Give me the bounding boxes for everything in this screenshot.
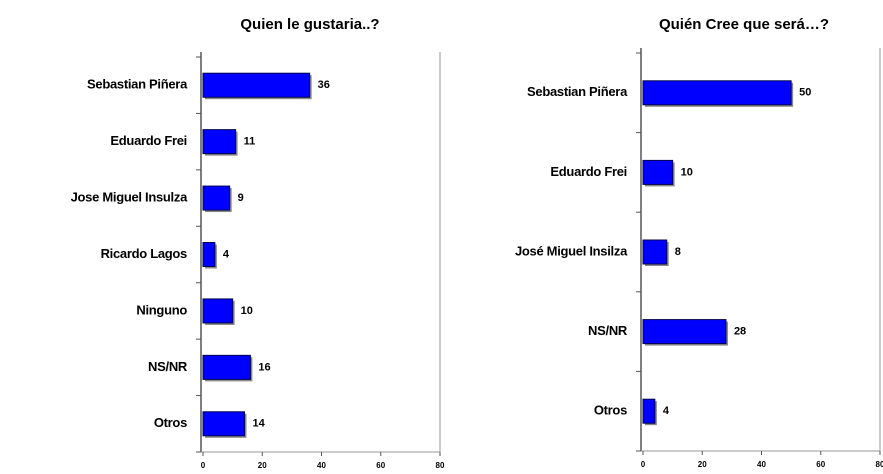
bar xyxy=(642,319,727,345)
bar xyxy=(202,354,251,380)
value-label: 4 xyxy=(663,405,670,417)
y-tick-label: Jose Miguel Insulza xyxy=(71,190,188,205)
bar xyxy=(202,411,245,437)
y-tick-label: NS/NR xyxy=(588,323,628,338)
value-label: 16 xyxy=(258,361,270,373)
y-tick-label: Otros xyxy=(594,403,627,418)
y-tick-label: Eduardo Frei xyxy=(550,164,627,179)
y-tick-label: Ninguno xyxy=(136,302,187,317)
y-tick-label: José Miguel Insilza xyxy=(515,243,628,258)
bar xyxy=(202,185,231,211)
bar xyxy=(202,242,216,267)
y-tick-label: Ricardo Lagos xyxy=(101,246,187,261)
x-tick-label: 60 xyxy=(376,461,385,470)
x-tick-label: 0 xyxy=(201,461,206,470)
value-label: 28 xyxy=(734,326,746,338)
x-tick-label: 40 xyxy=(757,460,766,469)
bar xyxy=(202,129,237,155)
x-tick-label: 0 xyxy=(641,460,646,469)
chart-title: Quien le gustaria..? xyxy=(240,16,379,33)
value-label: 10 xyxy=(241,305,253,317)
value-label: 36 xyxy=(318,79,330,91)
bar xyxy=(642,159,674,185)
x-tick-label: 80 xyxy=(876,460,883,469)
bar xyxy=(202,72,311,98)
x-tick-label: 60 xyxy=(816,460,825,469)
bar xyxy=(202,298,234,324)
y-tick-label: NS/NR xyxy=(148,359,188,374)
x-tick-label: 80 xyxy=(436,461,445,470)
value-label: 50 xyxy=(799,87,811,99)
value-label: 9 xyxy=(238,192,244,204)
y-tick-label: Sebastian Piñera xyxy=(527,84,628,99)
value-label: 14 xyxy=(252,418,265,430)
value-label: 11 xyxy=(244,136,256,148)
x-tick-label: 40 xyxy=(317,461,326,470)
bar xyxy=(642,80,792,106)
bar xyxy=(642,239,668,265)
chart-title: Quién Cree que será…? xyxy=(659,16,829,33)
x-tick-label: 20 xyxy=(258,461,267,470)
x-tick-label: 20 xyxy=(698,460,707,469)
y-tick-label: Eduardo Frei xyxy=(110,133,187,148)
bar xyxy=(642,398,656,424)
value-label: 4 xyxy=(223,248,230,260)
y-tick-label: Otros xyxy=(154,415,187,430)
y-tick-label: Sebastian Piñera xyxy=(87,77,188,92)
value-label: 8 xyxy=(675,246,681,258)
value-label: 10 xyxy=(681,166,693,178)
